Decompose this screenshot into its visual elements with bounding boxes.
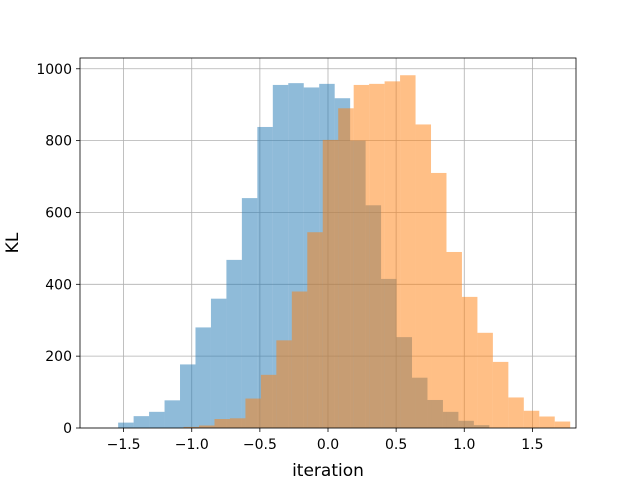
bar-series-2: [461, 296, 478, 428]
bar-series-1: [180, 364, 196, 428]
bar-series-1: [164, 400, 181, 428]
bar-series-1: [257, 126, 273, 428]
bar-series-2: [322, 139, 339, 429]
bar-series-2: [229, 418, 246, 428]
bar-series-2: [307, 232, 323, 428]
y-axis-ticks: 0 200 400 600 800 1000: [36, 62, 80, 437]
y-axis-label: KL: [3, 232, 23, 253]
bar-series-2: [477, 332, 493, 428]
bar-series-2: [245, 398, 261, 428]
x-tick-label: 1.5: [521, 437, 543, 453]
x-tick-label: 0.5: [385, 437, 407, 453]
bar-series-1: [226, 259, 242, 428]
bar-series-1: [149, 411, 165, 428]
x-axis-label: iteration: [292, 461, 364, 480]
bar-series-2: [415, 124, 432, 429]
bar-series-2: [554, 421, 571, 428]
bar-series-1: [210, 298, 227, 428]
bar-series-2: [214, 419, 230, 428]
x-tick-label: 0.0: [317, 437, 339, 453]
bar-series-2: [183, 426, 200, 428]
bar-series-2: [431, 172, 447, 428]
bar-series-1: [118, 422, 134, 428]
bar-series-2: [260, 374, 277, 428]
bar-series-2: [446, 251, 462, 428]
x-tick-label: −0.5: [243, 437, 277, 453]
bar-series-2: [523, 410, 540, 428]
y-tick-label: 200: [45, 349, 72, 365]
histogram-bars: [118, 75, 571, 429]
bar-series-1: [195, 327, 211, 428]
y-tick-label: 0: [63, 421, 72, 437]
bar-series-2: [291, 291, 308, 428]
bar-series-2: [384, 81, 401, 428]
bar-series-2: [492, 361, 509, 428]
bar-series-2: [400, 75, 416, 428]
bar-series-2: [539, 416, 555, 428]
x-tick-label: −1.0: [175, 437, 209, 453]
y-tick-label: 600: [45, 205, 72, 221]
y-tick-label: 400: [45, 277, 72, 293]
x-axis-ticks: −1.5 −1.0 −0.5 0.0 0.5 1.0 1.5: [107, 428, 544, 453]
bar-series-2: [199, 425, 215, 428]
y-tick-label: 1000: [36, 62, 72, 78]
x-tick-label: 1.0: [453, 437, 475, 453]
bar-series-2: [508, 397, 524, 428]
bar-series-2: [338, 108, 354, 428]
y-tick-label: 800: [45, 134, 72, 150]
bar-series-1: [133, 416, 150, 428]
x-tick-label: −1.5: [107, 437, 141, 453]
bar-series-2: [369, 83, 385, 428]
bar-series-2: [353, 84, 370, 429]
bar-series-2: [276, 340, 292, 428]
bar-series-1: [241, 198, 258, 428]
